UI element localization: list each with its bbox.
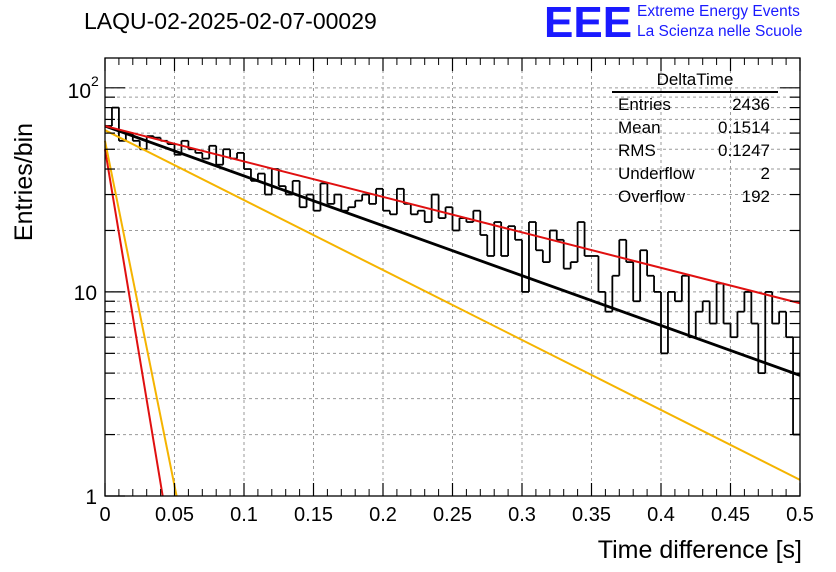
x-tick-label: 0.25 bbox=[433, 504, 472, 526]
stats-value: 2436 bbox=[732, 95, 770, 114]
stats-value: 0.1514 bbox=[718, 118, 770, 137]
x-tick-label: 0.4 bbox=[647, 504, 675, 526]
logo-text: Extreme Energy Events La Scienza nelle S… bbox=[637, 2, 802, 42]
y-axis-label: Entries/bin bbox=[10, 123, 38, 241]
logo-line-1: Extreme Energy Events bbox=[637, 3, 800, 20]
stats-row: Overflow 192 bbox=[612, 185, 778, 208]
fit-line bbox=[104, 129, 801, 481]
eee-logo: EEE bbox=[544, 0, 633, 47]
x-tick-label: 0.1 bbox=[230, 504, 258, 526]
fit-line bbox=[104, 125, 801, 305]
y-tick-label-exponent: 2 bbox=[91, 73, 99, 89]
x-tick-label: 0.15 bbox=[294, 504, 333, 526]
stats-label: Mean bbox=[618, 118, 661, 137]
stats-value: 2 bbox=[760, 164, 770, 183]
y-tick-label: 10 bbox=[68, 80, 91, 103]
x-tick-label: 0.45 bbox=[711, 504, 750, 526]
x-tick-label: 0.3 bbox=[508, 504, 536, 526]
page-title: LAQU-02-2025-02-07-00029 bbox=[84, 8, 377, 34]
axes: 0 0.05 0.1 0.15 0.2 0.25 0.3 0.35 0.4 0.45 0.5 1 10 1… bbox=[68, 58, 814, 526]
stats-label: Overflow bbox=[618, 187, 686, 206]
stats-row: RMS 0.1247 bbox=[612, 139, 778, 162]
stats-label: RMS bbox=[618, 141, 656, 160]
y-tick-label: 1 bbox=[85, 486, 97, 509]
x-tick-label: 0.5 bbox=[786, 504, 814, 526]
histogram bbox=[105, 106, 800, 436]
x-axis-label: Time difference [s] bbox=[598, 536, 802, 564]
stats-label: Entries bbox=[618, 95, 671, 114]
logo-line-2: La Scienza nelle Scuole bbox=[637, 23, 803, 40]
fit-line bbox=[104, 149, 164, 497]
x-tick-label: 0.2 bbox=[369, 504, 397, 526]
stats-row: Entries 2436 bbox=[612, 93, 778, 116]
fit-line bbox=[104, 140, 178, 497]
x-tick-label: 0.35 bbox=[572, 504, 611, 526]
fit-lines bbox=[104, 124, 801, 497]
stats-row: Underflow 2 bbox=[612, 162, 778, 185]
stats-box: DeltaTime Entries 2436 Mean 0.1514 RMS 0.12… bbox=[612, 70, 778, 208]
x-tick-label: 0 bbox=[99, 504, 110, 526]
stats-row: Mean 0.1514 bbox=[612, 116, 778, 139]
stats-value: 192 bbox=[741, 187, 770, 206]
x-tick-label: 0.05 bbox=[155, 504, 194, 526]
stats-box-title: DeltaTime bbox=[612, 70, 778, 93]
fit-line bbox=[104, 124, 801, 377]
stats-label: Underflow bbox=[618, 164, 695, 183]
y-tick-label: 10 bbox=[74, 282, 97, 305]
stats-value: 0.1247 bbox=[718, 141, 770, 160]
